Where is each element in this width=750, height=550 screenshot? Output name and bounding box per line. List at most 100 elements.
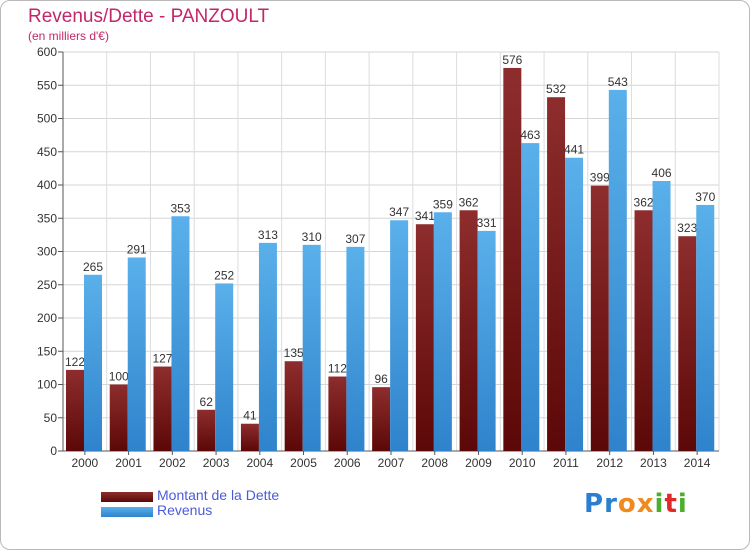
- data-label: 362: [459, 195, 479, 209]
- y-tick-label: 600: [37, 45, 57, 59]
- legend-label-dette: Montant de la Dette: [157, 487, 280, 503]
- y-tick-label: 200: [37, 311, 57, 325]
- bar-dette: [503, 67, 522, 452]
- y-tick-label: 400: [37, 178, 57, 192]
- data-label: 463: [520, 128, 540, 142]
- bar-revenus: [521, 143, 540, 452]
- logo-letter: i: [677, 489, 688, 519]
- data-label: 406: [652, 166, 672, 180]
- data-label: 353: [170, 201, 190, 215]
- x-tick-label: 2005: [290, 456, 317, 470]
- data-label: 359: [433, 197, 453, 211]
- x-tick-label: 2012: [596, 456, 623, 470]
- data-label: 362: [634, 195, 654, 209]
- x-tick-label: 2009: [465, 456, 492, 470]
- data-label: 112: [328, 362, 347, 376]
- x-tick-label: 2001: [115, 456, 142, 470]
- y-tick-label: 0: [50, 444, 57, 458]
- data-label: 135: [284, 346, 304, 360]
- bar-dette: [678, 236, 697, 451]
- data-label: 122: [65, 355, 85, 369]
- data-label: 370: [695, 190, 715, 204]
- bar-dette: [590, 185, 609, 452]
- bar-revenus: [171, 216, 190, 451]
- logo-letter: i: [654, 489, 665, 519]
- bar-dette: [284, 361, 303, 451]
- data-label: 265: [83, 260, 103, 274]
- data-label: 252: [214, 268, 234, 282]
- data-label: 576: [502, 53, 522, 67]
- bar-revenus: [346, 246, 365, 451]
- data-label: 341: [415, 209, 435, 223]
- data-label: 96: [374, 372, 388, 386]
- bar-revenus: [302, 244, 321, 451]
- data-label: 41: [243, 409, 257, 423]
- bar-revenus: [433, 212, 452, 451]
- logo-letter: P: [584, 489, 605, 519]
- x-tick-label: 2006: [334, 456, 361, 470]
- y-tick-label: 100: [37, 378, 57, 392]
- bar-dette: [240, 423, 259, 451]
- bar-dette: [197, 409, 216, 451]
- bar-dette: [372, 387, 391, 451]
- data-label: 310: [302, 230, 322, 244]
- data-label: 399: [590, 171, 610, 185]
- x-tick-label: 2010: [509, 456, 536, 470]
- x-tick-label: 2004: [246, 456, 273, 470]
- x-tick-label: 2000: [72, 456, 99, 470]
- logo-letter: x: [636, 489, 655, 519]
- y-tick-label: 450: [37, 145, 57, 159]
- bar-dette: [459, 210, 478, 451]
- bar-revenus: [696, 204, 715, 451]
- y-tick-label: 300: [37, 245, 57, 259]
- bar-revenus: [652, 181, 671, 451]
- logo-letter: t: [664, 489, 678, 519]
- data-label: 313: [258, 228, 278, 242]
- x-tick-label: 2003: [203, 456, 230, 470]
- data-label: 100: [109, 370, 129, 384]
- x-tick-label: 2014: [684, 456, 711, 470]
- x-tick-label: 2008: [421, 456, 448, 470]
- bar-dette: [328, 376, 347, 451]
- data-label: 347: [389, 205, 409, 219]
- bar-revenus: [608, 89, 627, 451]
- y-tick-label: 550: [37, 78, 57, 92]
- y-tick-label: 500: [37, 112, 57, 126]
- data-label: 331: [477, 216, 497, 230]
- bar-dette: [415, 224, 434, 451]
- bar-revenus: [215, 283, 234, 451]
- data-label: 441: [564, 143, 584, 157]
- bar-revenus: [84, 274, 102, 451]
- bar-dette: [153, 366, 172, 451]
- chart-subtitle: (en milliers d'€): [28, 29, 109, 43]
- chart-title: Revenus/Dette - PANZOULT: [28, 6, 270, 27]
- x-tick-label: 2013: [640, 456, 667, 470]
- y-tick-label: 350: [37, 211, 57, 225]
- legend-swatch-revenus: [101, 507, 153, 517]
- proxiti-logo: Proxiti: [584, 489, 688, 519]
- bar-dette: [547, 97, 566, 451]
- data-label: 532: [546, 82, 566, 96]
- bar-revenus: [390, 220, 409, 451]
- logo-letter: r: [604, 489, 618, 519]
- x-tick-label: 2011: [553, 456, 579, 470]
- legend-label-revenus: Revenus: [157, 502, 213, 518]
- y-tick-label: 250: [37, 278, 57, 292]
- x-tick-label: 2002: [159, 456, 186, 470]
- data-label: 323: [677, 221, 697, 235]
- logo-letter: o: [617, 489, 637, 519]
- data-label: 62: [200, 395, 214, 409]
- data-label: 291: [127, 242, 147, 256]
- bar-revenus: [258, 242, 277, 451]
- data-label: 543: [608, 75, 628, 89]
- bar-revenus: [127, 257, 146, 451]
- bar-revenus: [565, 157, 584, 452]
- data-label: 127: [152, 352, 172, 366]
- bar-dette: [634, 210, 653, 451]
- legend-swatch-dette: [101, 492, 153, 502]
- data-label: 307: [345, 232, 365, 246]
- y-tick-label: 150: [37, 344, 57, 358]
- y-tick-label: 50: [44, 411, 58, 425]
